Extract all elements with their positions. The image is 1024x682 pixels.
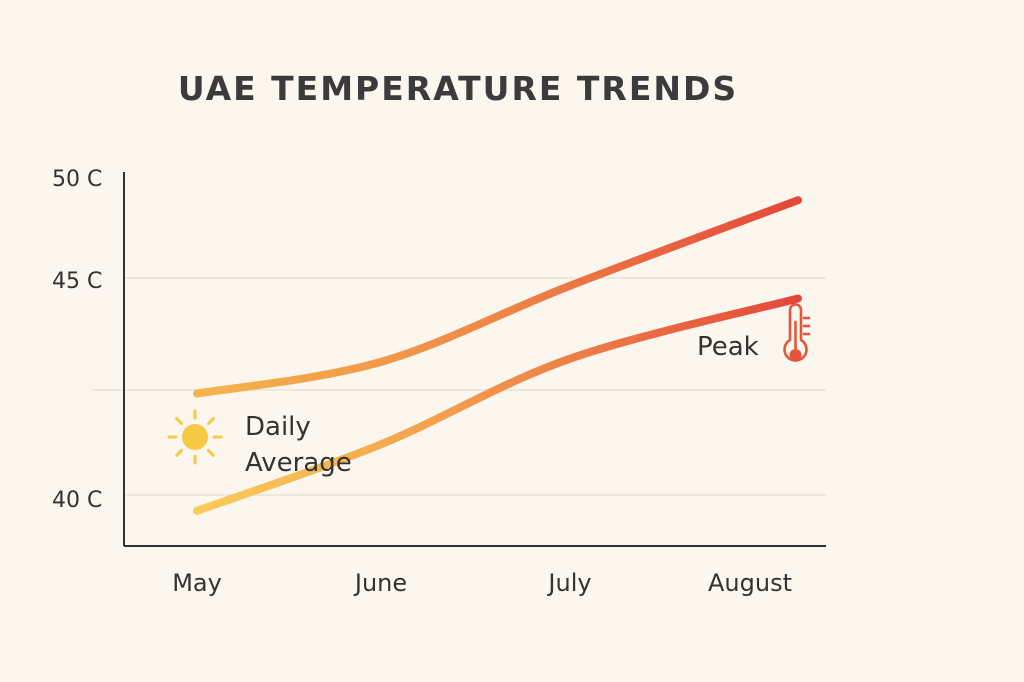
- x-tick-label-august: August: [708, 569, 792, 597]
- sun-ray: [175, 417, 184, 426]
- grid: [92, 277, 826, 496]
- x-tick-labels: May June July August: [172, 569, 792, 597]
- sun-ray: [206, 417, 215, 426]
- axes: [123, 172, 826, 547]
- chart-title: UAE TEMPERATURE TRENDS: [178, 69, 738, 108]
- sun-icon: [167, 409, 223, 465]
- x-tick-label-may: May: [172, 569, 222, 597]
- annotation-average-line: Average: [245, 448, 352, 478]
- annotation-daily-average: Daily Average: [245, 412, 352, 478]
- y-tick-labels: 50 C 45 C 40 C: [52, 167, 102, 513]
- x-tick-label-july: July: [546, 569, 591, 597]
- annotation-daily-line: Daily: [245, 412, 311, 442]
- y-tick-label-45: 45 C: [52, 269, 102, 294]
- thermometer-icon: [783, 303, 811, 362]
- series-line-daily-average: [193, 294, 802, 515]
- y-tick-label-40: 40 C: [52, 488, 102, 513]
- series-line-peak: [193, 196, 802, 398]
- sun-ray: [206, 448, 215, 457]
- x-tick-label-june: June: [353, 569, 407, 597]
- annotation-peak: Peak: [697, 332, 759, 362]
- y-tick-label-50: 50 C: [52, 167, 102, 192]
- sun-ray: [175, 448, 184, 457]
- sun-core: [182, 424, 208, 450]
